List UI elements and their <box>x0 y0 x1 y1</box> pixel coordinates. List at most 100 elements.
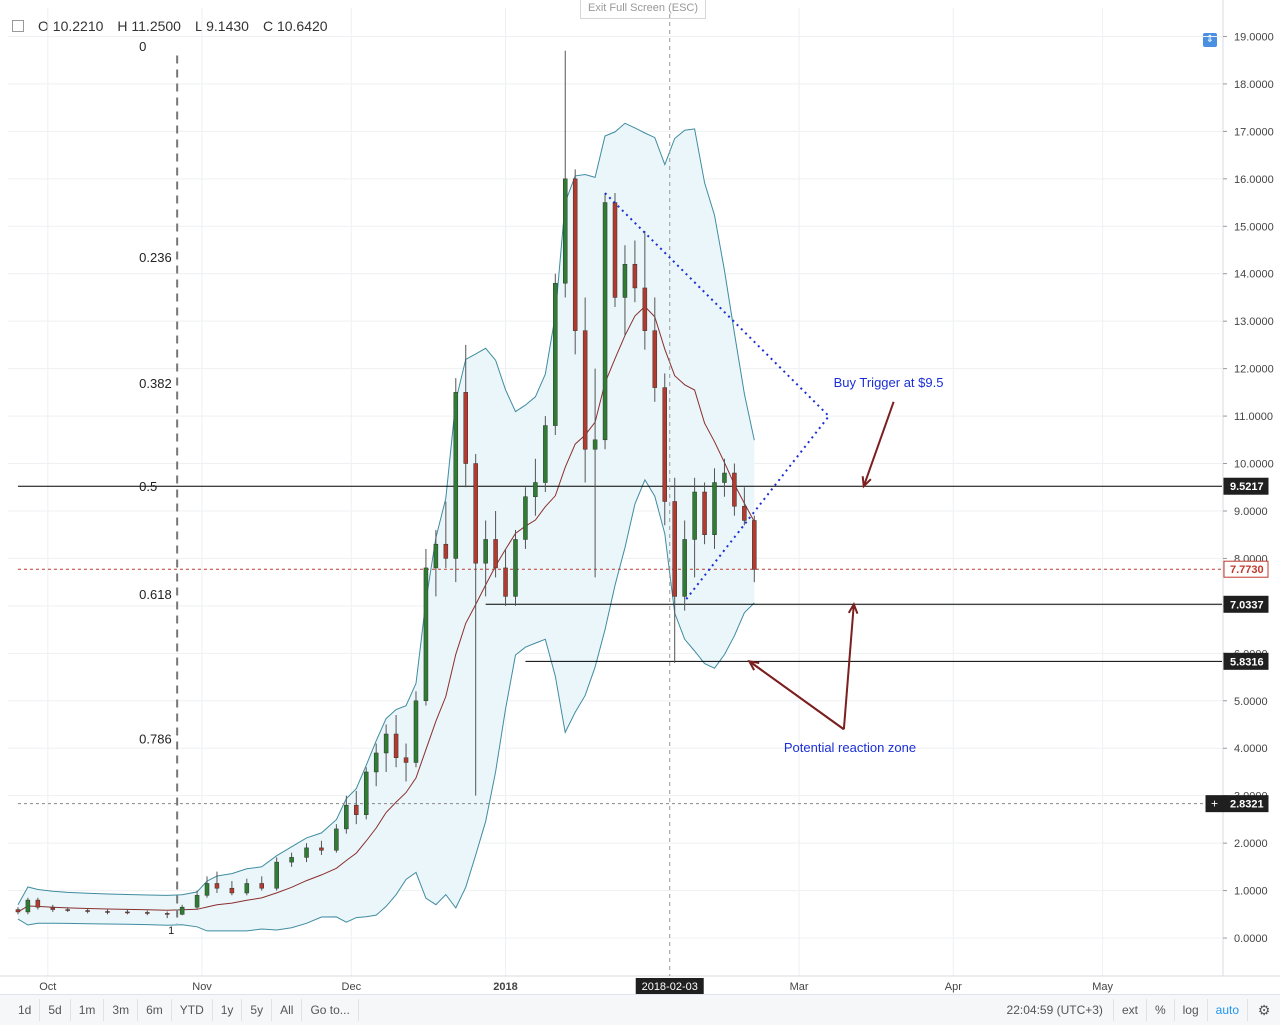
candle-body[interactable] <box>562 178 568 284</box>
candle-body[interactable] <box>35 899 41 908</box>
range-1d-button[interactable]: 1d <box>10 999 41 1021</box>
candle-body[interactable] <box>513 539 518 597</box>
candle-body[interactable] <box>423 567 429 702</box>
candle-body[interactable] <box>473 463 478 564</box>
candle-body[interactable] <box>543 425 548 483</box>
candle-body[interactable] <box>204 883 210 896</box>
goto-button[interactable]: Go to... <box>302 999 359 1021</box>
x-tick-label: May <box>1092 981 1113 993</box>
candle-body[interactable] <box>632 263 638 289</box>
range-1m-button[interactable]: 1m <box>71 999 105 1021</box>
candle-body[interactable] <box>722 472 727 483</box>
candle-body[interactable] <box>602 202 608 441</box>
range-5y-button[interactable]: 5y <box>242 999 273 1021</box>
candle-body[interactable] <box>433 543 439 569</box>
candle-body[interactable] <box>179 906 185 915</box>
price-tag <box>1223 652 1269 670</box>
auto-toggle[interactable]: auto <box>1208 999 1248 1021</box>
candle-body[interactable] <box>692 491 697 540</box>
candle-body[interactable] <box>443 543 449 559</box>
candle-body[interactable] <box>244 883 250 894</box>
candle-body[interactable] <box>125 911 130 914</box>
range-all-button[interactable]: All <box>272 999 303 1021</box>
y-tick-label: 4.0000 <box>1234 743 1268 755</box>
candle-body[interactable] <box>15 909 21 913</box>
percent-toggle[interactable]: % <box>1147 999 1175 1021</box>
candle-body[interactable] <box>533 482 538 497</box>
candle-body[interactable] <box>642 287 648 331</box>
candle-body[interactable] <box>572 178 578 331</box>
annotation-label: Potential reaction zone <box>784 740 916 755</box>
candle-body[interactable] <box>85 910 90 912</box>
y-tick-label: 13.0000 <box>1234 316 1274 328</box>
y-tick-label: 14.0000 <box>1234 269 1274 281</box>
candle-body[interactable] <box>702 491 707 535</box>
candle-body[interactable] <box>662 387 668 502</box>
range-1y-button[interactable]: 1y <box>213 999 243 1021</box>
candle-body[interactable] <box>732 472 737 507</box>
ohlc-low: L 9.1430 <box>194 18 249 34</box>
candle-body[interactable] <box>523 496 528 540</box>
candle-body[interactable] <box>50 906 56 910</box>
y-tick-label: 17.0000 <box>1234 126 1274 138</box>
candle-body[interactable] <box>752 520 757 570</box>
moving-average-line <box>17 305 755 913</box>
candle-body[interactable] <box>493 539 498 569</box>
range-5d-button[interactable]: 5d <box>40 999 71 1021</box>
candle-body[interactable] <box>105 911 110 913</box>
candle-body[interactable] <box>363 771 369 815</box>
candle-body[interactable] <box>259 883 264 889</box>
candle-body[interactable] <box>403 757 409 763</box>
range-ytd-button[interactable]: YTD <box>172 999 213 1021</box>
candle-body[interactable] <box>289 857 294 863</box>
candle-body[interactable] <box>393 733 399 758</box>
candle-body[interactable] <box>742 505 747 521</box>
range-6m-button[interactable]: 6m <box>138 999 172 1021</box>
candle-body[interactable] <box>274 861 279 889</box>
candle-body[interactable] <box>682 539 687 597</box>
candle-body[interactable] <box>164 913 170 915</box>
candle-body[interactable] <box>344 804 349 830</box>
candle-body[interactable] <box>712 482 717 535</box>
candle-body[interactable] <box>229 887 235 894</box>
candle-body[interactable] <box>413 700 419 763</box>
candle-body[interactable] <box>483 539 488 564</box>
candle-body[interactable] <box>592 439 598 450</box>
candle-body[interactable] <box>334 828 339 851</box>
bollinger-band-fill <box>18 123 755 931</box>
y-tick-label: 16.0000 <box>1234 174 1274 186</box>
candle-body[interactable] <box>304 847 309 858</box>
cursor-date-label: 2018-02-03 <box>642 981 698 993</box>
candle-body[interactable] <box>612 202 618 298</box>
candle-body[interactable] <box>354 804 359 815</box>
candle-body[interactable] <box>373 752 379 773</box>
candle-body[interactable] <box>652 330 658 388</box>
gear-icon[interactable]: ⚙ <box>1257 1001 1271 1018</box>
candle-body[interactable] <box>622 263 628 298</box>
log-toggle[interactable]: log <box>1175 999 1208 1021</box>
fib-level-label: 0.618 <box>139 587 172 602</box>
candle-body[interactable] <box>65 909 70 911</box>
candle-body[interactable] <box>672 501 677 597</box>
candle-body[interactable] <box>463 392 468 464</box>
candle-body[interactable] <box>503 567 508 597</box>
price-tag-label: 7.0337 <box>1230 599 1264 611</box>
price-tag-label: 2.8321 <box>1230 799 1264 811</box>
ext-toggle[interactable]: ext <box>1114 999 1147 1021</box>
clock-readout: 22:04:59 (UTC+3) <box>997 999 1114 1021</box>
candle-body[interactable] <box>383 733 389 754</box>
candle-body[interactable] <box>214 883 220 889</box>
candle-body[interactable] <box>553 282 558 426</box>
ohlc-legend: O 10.2210 H 11.2500 L 9.1430 C 10.6420 <box>12 16 328 36</box>
candle-body[interactable] <box>453 392 459 559</box>
range-3m-button[interactable]: 3m <box>104 999 139 1021</box>
candle-body[interactable] <box>25 899 31 913</box>
legend-grip-icon[interactable] <box>12 20 24 32</box>
candle-body[interactable] <box>145 912 150 914</box>
fib-level-label: 0.236 <box>139 250 172 265</box>
exit-fullscreen-button[interactable]: Exit Full Screen (ESC) <box>580 0 706 19</box>
candle-body[interactable] <box>194 895 200 908</box>
price-chart[interactable]: 0 0.236 0.382 0.5 0.618 0.786 1 Buy Trigger at … <box>0 0 1280 994</box>
candle-body[interactable] <box>582 330 588 450</box>
candle-body[interactable] <box>319 847 324 851</box>
